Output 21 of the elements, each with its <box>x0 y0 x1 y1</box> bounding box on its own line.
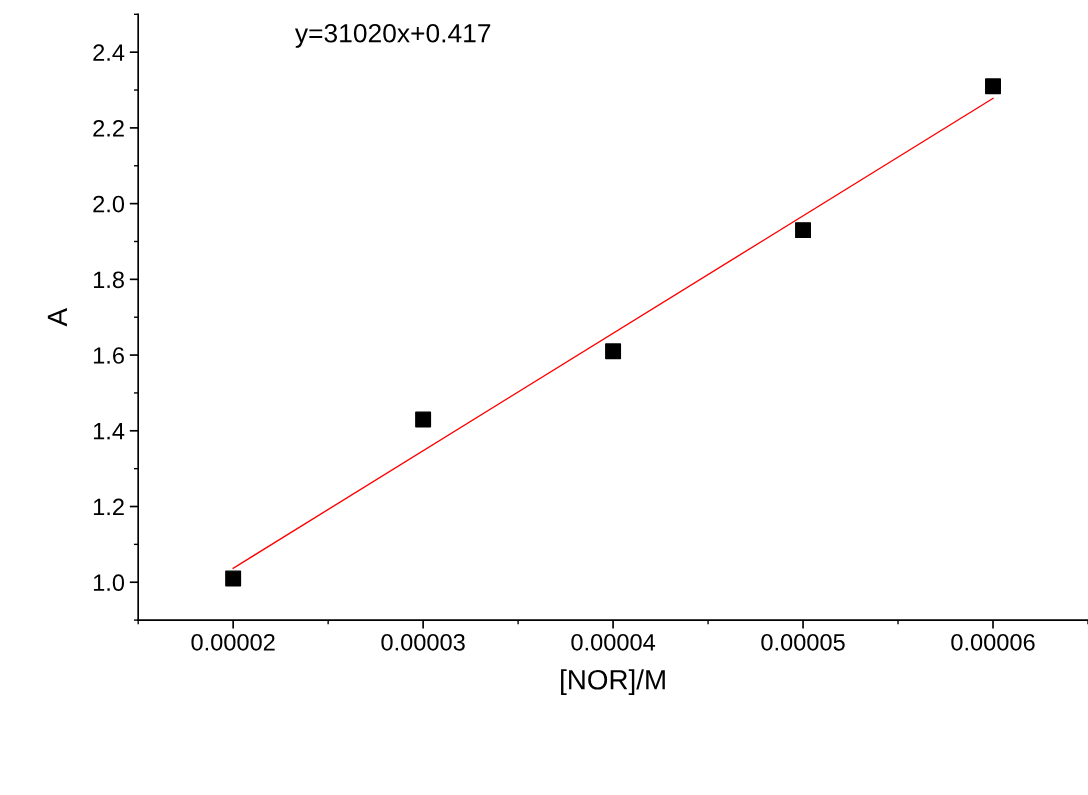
point <box>225 570 242 587</box>
x-tick-label: 0.00002 <box>191 633 275 651</box>
y-tick-label: 1.2 <box>93 498 124 516</box>
x-axis-title: [NOR]/M <box>561 669 665 696</box>
y-tick-label: 2.0 <box>93 195 125 213</box>
y-tick-label: 2.2 <box>93 119 124 137</box>
y-tick-label: 2.4 <box>93 44 125 61</box>
y-tick-label: 1.6 <box>93 347 124 364</box>
y-tick-label: 1.8 <box>93 271 124 289</box>
annotation: y=31020x+0.417 <box>294 23 491 48</box>
x-tick-label: 0.00005 <box>761 633 845 651</box>
x-tick-label: 0.00004 <box>571 633 656 651</box>
y-tick-label: 1.4 <box>93 423 125 440</box>
y-tick-label: 1.0 <box>93 574 125 592</box>
y-axis-title: A <box>47 308 67 327</box>
x-tick-label: 0.00006 <box>951 633 1035 651</box>
point <box>605 343 622 360</box>
point <box>985 78 1001 95</box>
point <box>415 411 432 428</box>
point <box>795 222 812 239</box>
x-tick-label: 0.00003 <box>381 633 465 651</box>
